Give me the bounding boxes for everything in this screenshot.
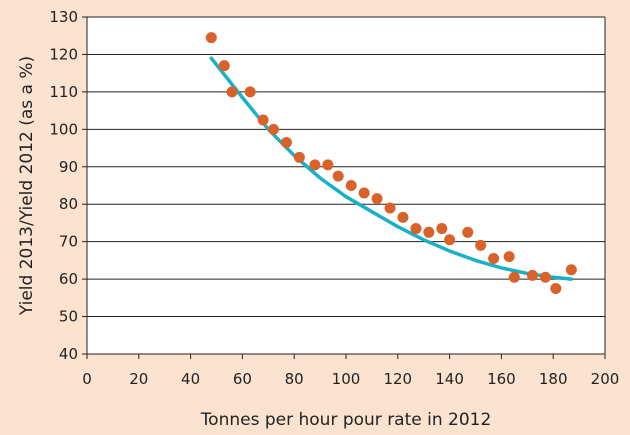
y-tick-label-120: 120	[49, 45, 78, 63]
y-tick-label-40: 40	[59, 345, 78, 363]
x-axis-title: Tonnes per hour pour rate in 2012	[200, 410, 492, 430]
x-tick-label-60: 60	[233, 370, 252, 388]
data-point-8	[309, 159, 321, 171]
x-tick-label-120: 120	[383, 370, 412, 388]
data-point-17	[423, 226, 435, 238]
data-point-9	[322, 159, 334, 171]
data-point-21	[475, 239, 487, 251]
y-tick-label-70: 70	[59, 233, 78, 251]
data-point-22	[488, 253, 500, 265]
x-tick-label-20: 20	[129, 370, 148, 388]
data-point-12	[358, 187, 370, 199]
trendline	[209, 56, 574, 281]
x-tick-label-160: 160	[487, 370, 516, 388]
x-tick-label-180: 180	[539, 370, 568, 388]
data-point-3	[244, 86, 256, 98]
data-point-7	[293, 151, 305, 163]
data-point-4	[257, 114, 269, 126]
y-tick-label-100: 100	[49, 120, 78, 138]
data-point-16	[410, 223, 422, 235]
data-point-6	[280, 136, 292, 148]
x-tick-label-40: 40	[181, 370, 200, 388]
data-point-10	[332, 170, 344, 182]
data-point-19	[444, 234, 456, 246]
data-point-28	[565, 264, 577, 276]
x-tick-label-200: 200	[591, 370, 620, 388]
gridlines	[87, 16, 605, 355]
x-tick-labels: 0 20 40 60 80 100 120 140 160 180 200	[82, 370, 619, 388]
data-point-24	[508, 271, 520, 283]
data-point-26	[539, 271, 551, 283]
data-point-27	[550, 282, 562, 294]
y-tick-label-110: 110	[49, 83, 78, 101]
axes	[82, 16, 606, 359]
data-point-2	[226, 86, 238, 98]
data-point-20	[462, 226, 474, 238]
data-series	[205, 32, 577, 294]
data-point-18	[436, 223, 448, 235]
y-tick-labels: 40 50 60 70 80 90 100 110 120 130	[49, 8, 78, 363]
data-point-25	[526, 269, 538, 281]
data-point-1	[218, 60, 230, 72]
data-point-23	[503, 251, 515, 263]
x-tick-label-0: 0	[82, 370, 92, 388]
data-point-5	[267, 123, 279, 135]
x-tick-label-100: 100	[332, 370, 361, 388]
y-tick-label-130: 130	[49, 8, 78, 26]
y-tick-label-90: 90	[59, 158, 78, 176]
data-point-0	[205, 32, 217, 44]
x-tick-label-140: 140	[435, 370, 464, 388]
data-point-13	[371, 193, 383, 205]
y-tick-label-60: 60	[59, 270, 78, 288]
data-point-15	[397, 211, 409, 223]
y-tick-label-80: 80	[59, 195, 78, 213]
y-tick-label-50: 50	[59, 308, 78, 326]
data-point-14	[384, 202, 396, 214]
y-axis-title: Yield 2013/Yield 2012 (as a %)	[17, 56, 37, 316]
data-point-11	[345, 180, 357, 191]
x-tick-label-80: 80	[285, 370, 304, 388]
